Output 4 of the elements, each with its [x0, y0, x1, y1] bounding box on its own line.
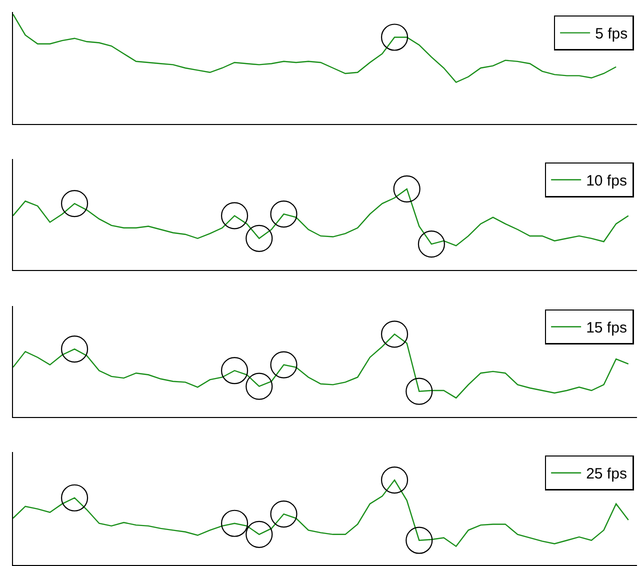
legend-label: 10 fps [586, 172, 627, 190]
legend-label: 15 fps [586, 320, 627, 337]
legend-label: 5 fps [595, 26, 628, 43]
legend-label: 25 fps [586, 466, 627, 483]
